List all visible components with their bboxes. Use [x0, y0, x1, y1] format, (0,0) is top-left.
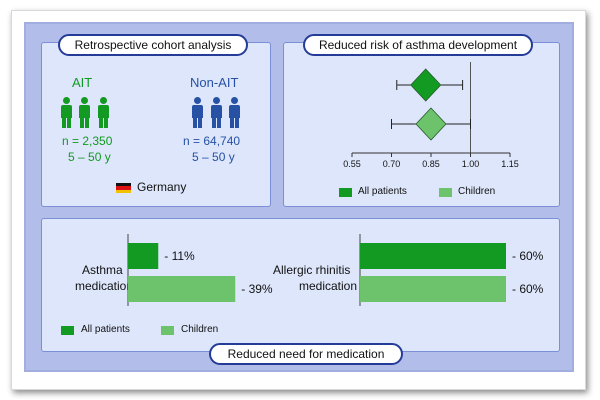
risk-legend-all: All patients	[358, 186, 407, 197]
asthma-label-1: Asthma	[82, 263, 123, 277]
legend-swatch-all	[339, 188, 352, 197]
med-legend-children: Children	[181, 324, 219, 335]
med-legend-all: All patients	[81, 324, 130, 335]
person-icon	[192, 97, 203, 128]
x-tick-label: 0.85	[422, 159, 440, 169]
x-tick-label: 0.70	[383, 159, 401, 169]
x-tick-label: 0.55	[343, 159, 361, 169]
person-icon	[98, 97, 109, 128]
cohort-title: Retrospective cohort analysis	[58, 34, 248, 56]
ait-n: n = 2,350	[62, 134, 113, 148]
person-icon	[61, 97, 72, 128]
bar-value-label: - 39%	[241, 282, 273, 296]
nonait-label: Non-AIT	[190, 75, 239, 90]
person-icon	[79, 97, 90, 128]
person-icon	[229, 97, 240, 128]
bar-value-label: - 11%	[164, 249, 195, 263]
ait-age: 5 – 50 y	[68, 150, 111, 164]
estimate-marker	[415, 107, 447, 141]
bar	[360, 276, 506, 302]
country-label: Germany	[137, 180, 187, 194]
x-tick-label: 1.00	[462, 159, 480, 169]
risk-title: Reduced risk of asthma development	[303, 34, 533, 56]
nonait-n: n = 64,740	[183, 134, 241, 148]
legend-swatch-children	[161, 326, 174, 335]
person-icon	[211, 97, 222, 128]
ait-label: AIT	[72, 75, 93, 90]
x-tick-label: 1.15	[501, 159, 519, 169]
bar-value-label: - 60%	[512, 282, 544, 296]
bar	[360, 243, 506, 269]
rhinitis-label-2: medication	[299, 279, 358, 293]
nonait-age: 5 – 50 y	[192, 150, 235, 164]
forest-plot: 0.55 0.70 0.85 1.00 1.15	[343, 62, 519, 169]
estimate-marker	[410, 68, 442, 102]
germany-flag-icon	[116, 183, 131, 193]
legend-swatch-all	[61, 326, 74, 335]
asthma-label-2: medication	[75, 279, 134, 293]
bar	[128, 276, 236, 302]
risk-legend-children: Children	[458, 186, 496, 197]
rhinitis-label-1: Allergic rhinitis	[273, 263, 351, 277]
bar-value-label: - 60%	[512, 249, 544, 263]
bar	[128, 243, 159, 269]
medication-chart: - 11% - 39% - 60% - 60%	[127, 234, 544, 306]
medication-title: Reduced need for medication	[209, 343, 403, 365]
legend-swatch-children	[439, 188, 452, 197]
